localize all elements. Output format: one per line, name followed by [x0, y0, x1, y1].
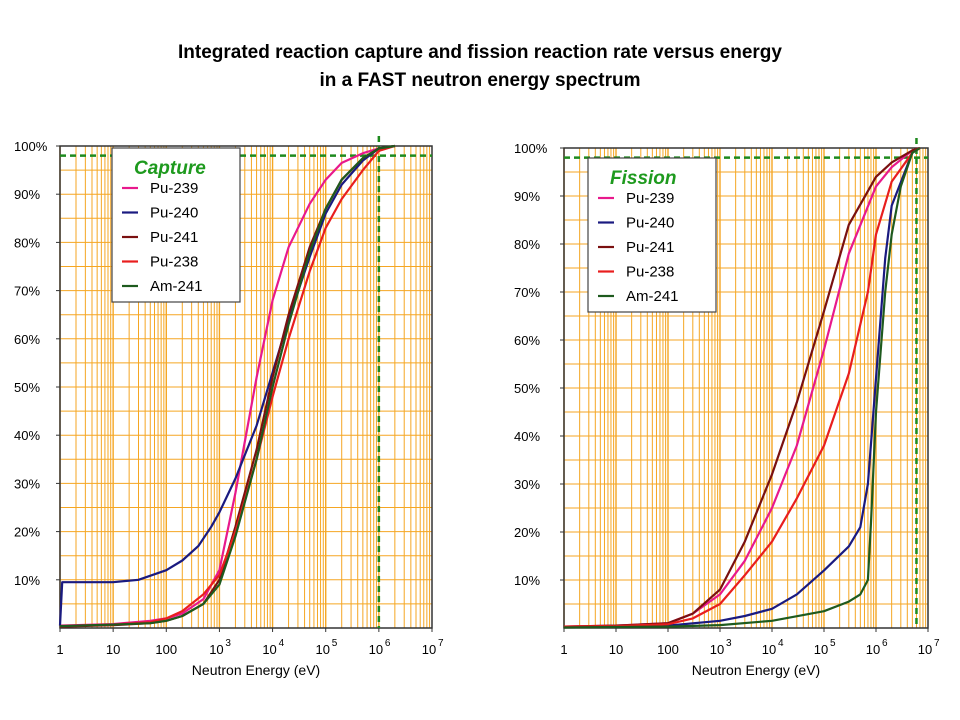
legend-entry: Am-241 [150, 278, 203, 295]
x-tick-label: 1 [560, 642, 567, 657]
legend-title: Fission [610, 168, 677, 189]
chart-title-line-1: Integrated reaction capture and fission … [178, 42, 782, 63]
y-tick-label: 60% [14, 332, 40, 347]
series-line-pu-240 [58, 144, 396, 626]
x-tick-exponent: 4 [778, 638, 784, 649]
x-tick-label: 10 [422, 642, 436, 657]
y-tick-label: 70% [14, 284, 40, 299]
legend-entry: Pu-241 [626, 239, 674, 256]
x-tick-label: 10 [315, 642, 329, 657]
y-tick-label: 30% [514, 477, 540, 492]
y-tick-label: 100% [514, 141, 548, 156]
series-line-pu-240 [563, 147, 921, 629]
x-tick-label: 10 [369, 642, 383, 657]
x-tick-exponent: 6 [385, 638, 391, 649]
x-axis-label: Neutron Energy (eV) [692, 662, 820, 678]
y-tick-label: 100% [14, 139, 48, 154]
y-tick-label: 90% [514, 189, 540, 204]
legend-entry: Pu-240 [626, 215, 674, 232]
y-tick-label: 60% [514, 333, 540, 348]
y-tick-label: 20% [514, 525, 540, 540]
y-tick-label: 70% [514, 285, 540, 300]
x-tick-label: 10 [866, 642, 880, 657]
legend-entry: Pu-238 [626, 264, 674, 281]
x-tick-exponent: 3 [726, 638, 732, 649]
x-tick-exponent: 6 [882, 638, 888, 649]
y-tick-label: 30% [14, 476, 40, 491]
series-line-am-241 [59, 144, 396, 628]
x-tick-label: 10 [262, 642, 276, 657]
x-tick-label: 10 [814, 642, 828, 657]
x-tick-exponent: 3 [225, 638, 231, 649]
y-tick-label: 10% [14, 573, 40, 588]
y-tick-label: 80% [14, 235, 40, 250]
series-line-pu-241 [563, 146, 921, 628]
y-tick-label: 10% [514, 573, 540, 588]
y-tick-label: 20% [14, 525, 40, 540]
legend-title: Capture [134, 158, 206, 179]
legend-entry: Pu-239 [626, 190, 674, 207]
x-tick-exponent: 7 [934, 638, 940, 649]
x-tick-exponent: 5 [830, 638, 836, 649]
legend-box [111, 147, 241, 303]
x-tick-label: 10 [209, 642, 223, 657]
x-tick-label: 1 [56, 642, 63, 657]
x-tick-exponent: 7 [438, 638, 444, 649]
chart-panel-fission: 10%20%30%40%50%60%70%80%90%100%1 10 100 10 3… [514, 138, 940, 678]
chart-panel-capture: 10%20%30%40%50%60%70%80%90%100%1 10 100 10 3… [14, 136, 444, 678]
x-tick-exponent: 5 [332, 638, 338, 649]
legend-entry: Am-241 [626, 288, 679, 305]
x-tick-label: 100 [155, 642, 177, 657]
y-tick-label: 50% [14, 380, 40, 395]
series-line-am-241 [563, 147, 921, 629]
legend-entry: Pu-240 [150, 205, 198, 222]
series-line-pu-238 [563, 147, 921, 628]
legend-entry: Pu-238 [150, 254, 198, 271]
chart-title-line-2: in a FAST neutron energy spectrum [319, 70, 641, 91]
y-tick-label: 80% [514, 237, 540, 252]
y-tick-label: 90% [14, 187, 40, 202]
x-tick-label: 10 [609, 642, 623, 657]
x-tick-exponent: 4 [279, 638, 285, 649]
y-tick-label: 40% [14, 428, 40, 443]
y-tick-label: 40% [514, 429, 540, 444]
x-tick-label: 10 [106, 642, 120, 657]
y-tick-label: 50% [514, 381, 540, 396]
x-axis-label: Neutron Energy (eV) [192, 662, 320, 678]
x-tick-label: 100 [657, 642, 679, 657]
x-tick-label: 10 [710, 642, 724, 657]
x-tick-label: 10 [762, 642, 776, 657]
legend-entry: Pu-241 [150, 229, 198, 246]
legend-entry: Pu-239 [150, 180, 198, 197]
legend-box [587, 157, 717, 313]
x-tick-label: 10 [918, 642, 932, 657]
